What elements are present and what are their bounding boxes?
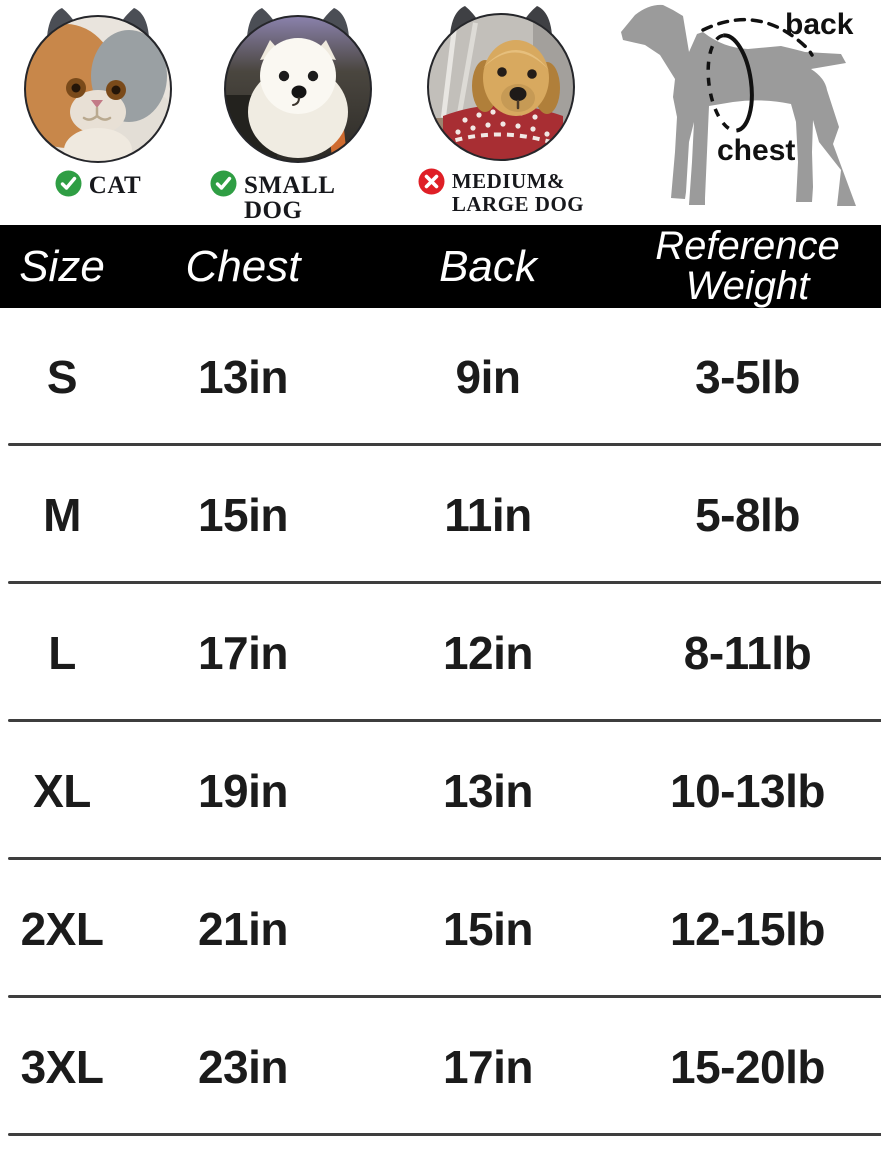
header-back: Back (439, 241, 537, 291)
table-row: XL 19in 13in 10-13lb (0, 722, 881, 860)
chest-label: chest (717, 134, 795, 167)
cat-photo (24, 8, 172, 163)
table-header-row: Size Chest Back Reference Weight (0, 225, 881, 308)
cell-chest: 17in (197, 627, 289, 679)
table-row: L 17in 12in 8-11lb (0, 584, 881, 722)
cell-weight: 3-5lb (695, 351, 800, 403)
cell-chest: 19in (197, 765, 289, 817)
cell-size: 3XL (20, 1041, 104, 1093)
cell-size: XL (33, 765, 91, 817)
table-row: 2XL 21in 15in 12-15lb (0, 860, 881, 998)
back-label: back (785, 8, 854, 41)
header-chest: Chest (185, 241, 301, 291)
cell-size: L (48, 627, 76, 679)
pet-label-cat: CAT (10, 170, 186, 198)
cell-weight: 15-20lb (669, 1041, 826, 1093)
table-row: M 15in 11in 5-8lb (0, 446, 881, 584)
pet-label-medium-large-dog: MEDIUM& LARGE DOG (413, 168, 589, 216)
measurement-diagram: back chest (621, 4, 856, 206)
cell-size: S (46, 351, 78, 403)
cell-chest: 13in (197, 351, 289, 403)
cell-size: 2XL (20, 903, 104, 955)
check-circle-icon (55, 170, 82, 197)
pet-label-text: SMALL DOG (244, 172, 335, 224)
table-row: S 13in 9in 3-5lb (0, 308, 881, 446)
cell-weight: 5-8lb (695, 489, 800, 541)
row-divider (8, 995, 881, 998)
cell-chest: 21in (197, 903, 289, 955)
cell-back: 13in (442, 765, 534, 817)
cell-back: 11in (444, 489, 532, 541)
x-circle-icon (418, 168, 445, 195)
back-measure-line (701, 18, 814, 57)
size-table: Size Chest Back Reference Weight S 13in … (0, 225, 881, 1136)
cell-weight: 8-11lb (683, 627, 812, 679)
cell-weight: 10-13lb (669, 765, 826, 817)
pet-types-section: CAT (0, 0, 881, 225)
row-divider (8, 1133, 881, 1136)
cell-back: 9in (455, 351, 521, 403)
chest-measure-ellipse (706, 33, 754, 133)
pet-label-small-dog: SMALL DOG (210, 170, 386, 223)
pet-card-small-dog: SMALL DOG (210, 0, 386, 223)
medium-dog-photo (427, 6, 575, 161)
row-divider (8, 581, 881, 584)
table-row: 3XL 23in 17in 15-20lb (0, 998, 881, 1136)
row-divider (8, 857, 881, 860)
cell-back: 12in (442, 627, 534, 679)
cell-size: M (43, 489, 81, 541)
dog-silhouette-icon (621, 4, 856, 206)
header-reference-weight: Reference Weight (655, 224, 840, 308)
small-dog-photo (224, 8, 372, 163)
row-divider (8, 719, 881, 722)
pet-card-cat: CAT (10, 0, 186, 198)
pet-label-text: CAT (88, 172, 142, 199)
cell-back: 15in (442, 903, 534, 955)
cell-chest: 23in (197, 1041, 289, 1093)
pet-card-medium-large-dog: MEDIUM& LARGE DOG (413, 0, 589, 216)
check-circle-icon (210, 170, 237, 197)
cell-back: 17in (442, 1041, 534, 1093)
row-divider (8, 443, 881, 446)
header-size: Size (19, 241, 105, 291)
pet-label-text: MEDIUM& LARGE DOG (451, 169, 585, 217)
cell-chest: 15in (197, 489, 289, 541)
cell-weight: 12-15lb (669, 903, 826, 955)
